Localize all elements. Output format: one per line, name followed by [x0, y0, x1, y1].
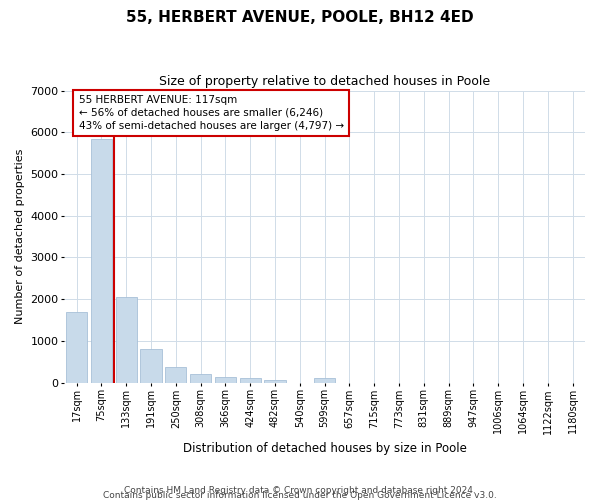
Text: Contains public sector information licensed under the Open Government Licence v3: Contains public sector information licen…: [103, 491, 497, 500]
Bar: [116, 297, 137, 382]
Title: Size of property relative to detached houses in Poole: Size of property relative to detached ho…: [159, 75, 490, 88]
Y-axis label: Number of detached properties: Number of detached properties: [15, 149, 25, 324]
Bar: [165, 367, 187, 382]
Bar: [66, 312, 87, 382]
Text: 55, HERBERT AVENUE, POOLE, BH12 4ED: 55, HERBERT AVENUE, POOLE, BH12 4ED: [126, 10, 474, 25]
Bar: [91, 138, 112, 382]
Bar: [239, 378, 261, 382]
Text: 55 HERBERT AVENUE: 117sqm
← 56% of detached houses are smaller (6,246)
43% of se: 55 HERBERT AVENUE: 117sqm ← 56% of detac…: [79, 94, 344, 131]
Bar: [265, 380, 286, 382]
Bar: [215, 377, 236, 382]
Text: Contains HM Land Registry data © Crown copyright and database right 2024.: Contains HM Land Registry data © Crown c…: [124, 486, 476, 495]
Bar: [314, 378, 335, 382]
Bar: [140, 349, 161, 382]
Bar: [190, 374, 211, 382]
X-axis label: Distribution of detached houses by size in Poole: Distribution of detached houses by size …: [182, 442, 467, 455]
